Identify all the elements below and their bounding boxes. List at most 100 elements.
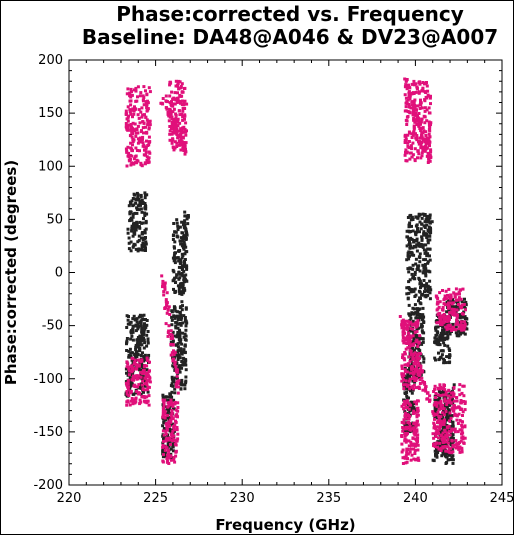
- data-point: [161, 449, 165, 452]
- data-point: [442, 328, 446, 332]
- data-point: [161, 102, 165, 106]
- data-point: [180, 316, 184, 320]
- data-point: [401, 318, 405, 322]
- data-point: [401, 356, 404, 359]
- data-point: [144, 115, 148, 119]
- data-point: [436, 297, 440, 300]
- data-point: [133, 122, 137, 126]
- data-point: [424, 91, 428, 94]
- data-point: [435, 319, 439, 322]
- data-point: [424, 293, 428, 297]
- data-point: [433, 336, 437, 340]
- data-point: [146, 341, 150, 345]
- data-point: [432, 443, 435, 447]
- data-point: [463, 315, 467, 319]
- data-point: [176, 318, 180, 321]
- data-point: [401, 456, 405, 460]
- data-point: [403, 138, 407, 142]
- data-point: [183, 86, 187, 90]
- data-point: [439, 404, 443, 408]
- data-point: [134, 348, 138, 351]
- data-point: [413, 273, 417, 277]
- data-point: [147, 140, 151, 144]
- data-point: [412, 383, 416, 387]
- data-point: [439, 394, 443, 397]
- data-point: [141, 201, 145, 204]
- data-point: [439, 422, 442, 426]
- data-point: [412, 129, 416, 133]
- data-point: [421, 380, 425, 383]
- data-point: [419, 98, 422, 102]
- data-point: [181, 283, 185, 286]
- data-point: [161, 407, 165, 410]
- data-point: [436, 386, 440, 390]
- data-point: [450, 427, 454, 431]
- data-point: [185, 279, 189, 283]
- data-point: [407, 291, 411, 295]
- data-point: [428, 144, 431, 148]
- data-point: [145, 103, 149, 107]
- data-point: [458, 383, 462, 387]
- data-point: [176, 224, 180, 228]
- data-point: [183, 387, 187, 391]
- data-point: [436, 321, 440, 325]
- data-point: [161, 429, 165, 433]
- data-point: [143, 211, 147, 215]
- data-point: [404, 415, 408, 419]
- data-point: [447, 398, 451, 402]
- data-point: [405, 399, 409, 403]
- data-point: [183, 114, 187, 118]
- data-point: [400, 442, 404, 446]
- data-point: [447, 356, 451, 360]
- data-point: [124, 122, 128, 125]
- data-point: [408, 377, 412, 381]
- data-point: [173, 289, 177, 293]
- data-point: [423, 266, 426, 269]
- data-point: [441, 349, 445, 353]
- data-point: [447, 316, 451, 320]
- data-point: [455, 292, 459, 296]
- data-point: [415, 312, 419, 315]
- data-point: [180, 82, 184, 86]
- data-point: [411, 153, 415, 157]
- data-point: [441, 386, 445, 390]
- data-point: [183, 214, 187, 218]
- data-point: [136, 131, 139, 135]
- data-point: [184, 334, 188, 338]
- data-point: [445, 413, 449, 417]
- data-point: [132, 362, 136, 366]
- data-point: [180, 290, 184, 294]
- data-point: [407, 102, 411, 106]
- data-point: [127, 355, 131, 359]
- data-point: [163, 436, 167, 440]
- data-point: [172, 314, 176, 318]
- data-point: [412, 240, 416, 244]
- data-point: [135, 338, 139, 342]
- y-tick-label: 100: [38, 159, 63, 174]
- data-point: [418, 107, 422, 110]
- data-point: [178, 332, 181, 336]
- data-point: [400, 326, 404, 330]
- data-point: [139, 370, 143, 374]
- data-point: [179, 266, 183, 270]
- data-point: [162, 433, 166, 437]
- data-point: [131, 107, 135, 111]
- data-point: [181, 231, 185, 235]
- data-point: [163, 281, 167, 285]
- data-point: [162, 439, 165, 443]
- data-point: [140, 115, 144, 119]
- data-point: [180, 300, 184, 304]
- data-point: [143, 384, 147, 388]
- data-point: [131, 369, 135, 372]
- data-point: [176, 355, 180, 359]
- data-point: [134, 396, 138, 400]
- data-point: [143, 191, 147, 195]
- data-point: [407, 223, 411, 227]
- data-point: [181, 264, 184, 268]
- data-point: [174, 365, 178, 369]
- data-point: [429, 150, 433, 154]
- data-point: [461, 414, 464, 417]
- data-point: [179, 350, 183, 354]
- data-point: [410, 311, 414, 315]
- data-point: [177, 379, 181, 383]
